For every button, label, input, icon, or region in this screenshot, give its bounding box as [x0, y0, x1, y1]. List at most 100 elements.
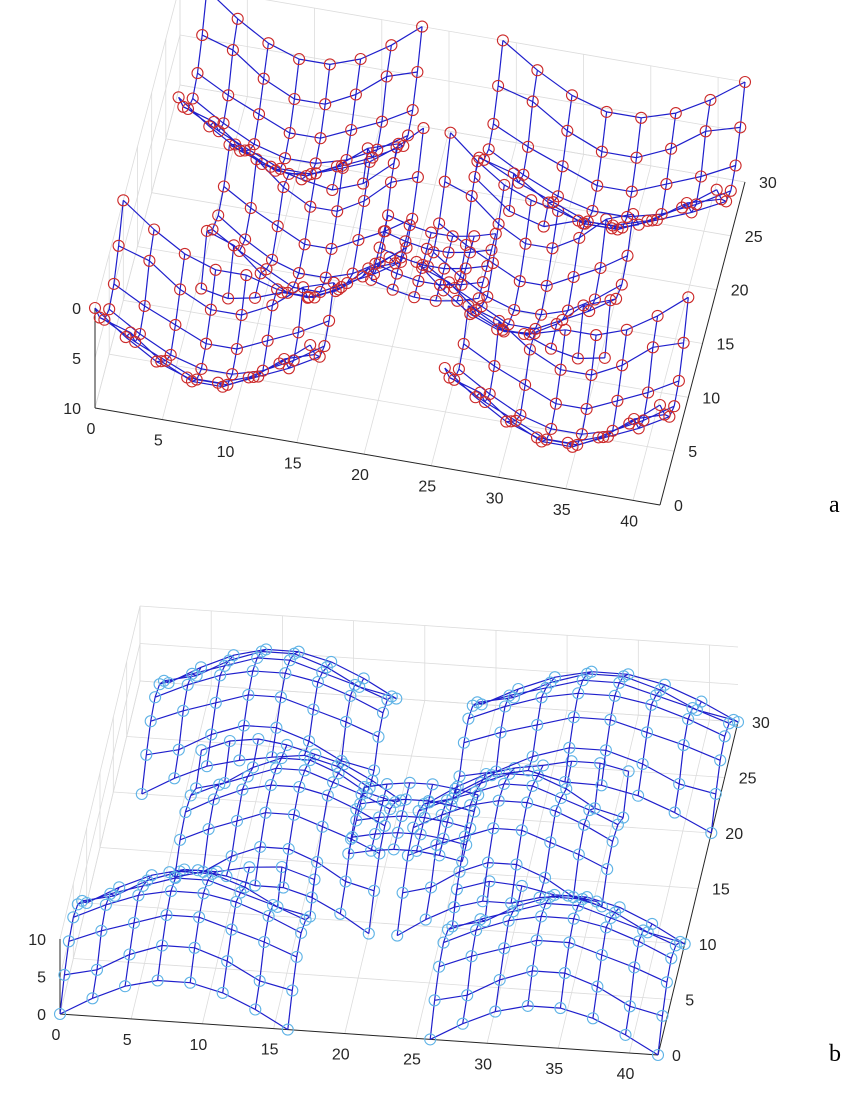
mesh-edge — [457, 297, 479, 302]
mesh-edge — [345, 880, 375, 892]
mesh-edge — [378, 825, 386, 854]
mesh-node-marker — [622, 765, 635, 778]
mesh-edge — [247, 767, 277, 778]
mesh-node-marker — [613, 676, 626, 689]
x-tick-label: 5 — [154, 433, 163, 450]
mesh-edge — [179, 288, 212, 311]
mesh-node-marker — [80, 896, 93, 910]
mesh-node-marker — [103, 303, 116, 316]
mesh-node-marker — [396, 886, 409, 899]
mesh-edge — [610, 719, 648, 733]
mesh-edge — [270, 768, 277, 786]
mesh-edge — [552, 237, 580, 249]
mesh-node-marker — [507, 167, 520, 180]
mesh-edge — [619, 906, 653, 925]
mesh-edge — [360, 800, 384, 805]
mesh-edge — [513, 681, 551, 699]
grid-line-back-z — [139, 680, 739, 723]
mesh-node-marker — [672, 374, 685, 387]
mesh-node-marker — [193, 911, 206, 924]
mesh-node-marker — [526, 95, 539, 108]
mesh-node-marker — [373, 847, 386, 860]
mesh-node-marker — [472, 788, 485, 802]
mesh-edge — [518, 676, 556, 690]
mesh-edge — [244, 886, 278, 908]
mesh-edge — [320, 282, 348, 293]
mesh-edge — [400, 241, 406, 258]
mesh-edge — [534, 314, 542, 330]
mesh-edge — [615, 284, 623, 300]
mesh-edge — [510, 864, 518, 904]
mesh-node-marker — [305, 891, 318, 904]
mesh-node-marker — [231, 12, 244, 25]
mesh-node-marker — [588, 293, 601, 306]
mesh-node-marker — [572, 687, 585, 700]
mesh-node-marker — [406, 104, 419, 117]
mesh-node-marker — [357, 672, 370, 685]
mesh-edge — [465, 252, 471, 269]
mesh-node-marker — [160, 908, 173, 922]
mesh-edge — [373, 262, 381, 275]
mesh-node-marker — [275, 860, 288, 874]
mesh-edge — [310, 206, 338, 212]
mesh-node-marker — [221, 955, 234, 968]
mesh-edge — [554, 671, 592, 678]
mesh-edge — [420, 817, 426, 835]
mesh-edge — [637, 795, 675, 814]
mesh-edge — [473, 794, 479, 812]
mesh-node-marker — [549, 397, 562, 410]
mesh-node-marker — [481, 290, 494, 303]
mesh-edge — [378, 800, 384, 818]
mesh-node-marker — [265, 253, 279, 266]
mesh-edge — [516, 885, 523, 907]
mesh-node-marker — [606, 835, 619, 848]
mesh-node-marker — [453, 770, 466, 783]
mesh-edge — [426, 248, 449, 254]
mesh-node-marker — [437, 936, 450, 949]
mesh-edge — [451, 804, 475, 813]
mesh-node-marker — [591, 980, 604, 993]
mesh-edge — [610, 298, 617, 301]
mesh-node-marker — [517, 168, 530, 181]
mesh-node-marker — [673, 777, 686, 791]
mesh-edge — [454, 900, 483, 908]
mesh-node-marker — [635, 111, 648, 124]
mesh-edge — [687, 718, 725, 737]
mesh-edge — [331, 239, 359, 250]
mesh-node-marker — [326, 183, 339, 197]
mesh-edge — [487, 296, 515, 311]
mesh-edge — [254, 980, 261, 1010]
mesh-node-marker — [200, 760, 213, 773]
mesh-edge — [417, 264, 424, 282]
mesh-node-marker — [344, 689, 357, 702]
mesh-node-marker — [544, 836, 557, 849]
mesh-node-marker — [194, 661, 208, 674]
mesh-node-marker — [342, 847, 355, 860]
mesh-edge — [359, 786, 365, 804]
mesh-node-marker — [562, 889, 575, 902]
mesh-edge — [319, 277, 327, 293]
mesh-edge — [463, 343, 495, 367]
mesh-node-marker — [433, 849, 446, 862]
mesh-edge — [198, 893, 205, 918]
mesh-node-marker — [438, 175, 451, 188]
mesh-edge — [398, 143, 404, 147]
mesh-edge — [298, 272, 326, 279]
mesh-edge — [583, 809, 590, 826]
z-tick-label: 0 — [37, 1007, 46, 1024]
grid-line-floor-y — [109, 353, 675, 452]
mesh-node-marker — [491, 323, 504, 336]
mesh-node-marker — [278, 152, 292, 165]
mesh-edge — [252, 738, 259, 768]
mesh-edge — [543, 760, 572, 766]
mesh-node-marker — [378, 819, 391, 832]
mesh-edge — [219, 782, 225, 786]
mesh-node-marker — [538, 871, 552, 884]
mesh-edge — [254, 885, 284, 889]
x-tick-label: 40 — [620, 513, 638, 530]
mesh-node-marker — [710, 183, 723, 196]
mesh-edge — [657, 1015, 663, 1056]
mesh-edge — [647, 380, 680, 394]
mesh-edge — [323, 320, 330, 347]
mesh-node-marker — [500, 415, 513, 428]
